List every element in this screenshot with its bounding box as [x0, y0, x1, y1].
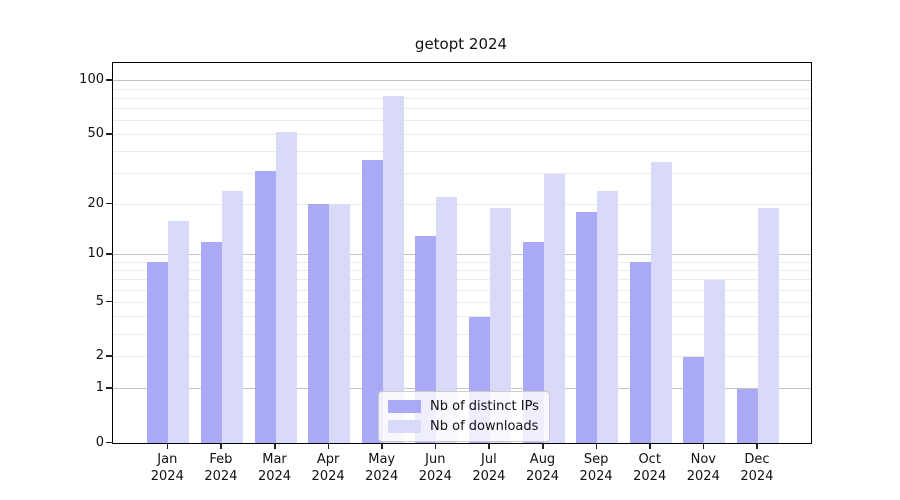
bar-downloads [543, 173, 565, 443]
x-tick-mark [220, 443, 222, 449]
x-tick-label: May 2024 [365, 452, 399, 484]
gridline-minor [113, 356, 811, 358]
bar-downloads [168, 220, 190, 443]
bar-distinct-ips [147, 262, 169, 443]
y-tick-label: 20 [87, 195, 104, 211]
x-tick-mark [595, 443, 598, 449]
gridline-minor [113, 301, 811, 303]
y-tick-mark [106, 300, 113, 303]
y-tick-mark [106, 202, 113, 205]
x-tick-label: Jan 2024 [150, 452, 184, 484]
y-tick-mark [106, 387, 113, 389]
x-tick-mark [434, 443, 437, 449]
legend-swatch-distinct-ips [388, 400, 421, 413]
gridline-minor [113, 88, 811, 90]
y-tick-mark [106, 253, 113, 255]
bar-downloads [436, 197, 458, 443]
y-tick-mark [106, 355, 113, 357]
gridline-minor [113, 203, 811, 205]
bar-downloads [489, 208, 511, 443]
x-tick-label: Jun 2024 [418, 452, 452, 484]
x-tick-label: Nov 2024 [686, 452, 720, 484]
bar-downloads [382, 96, 404, 443]
gridline-major [113, 388, 811, 390]
y-tick-label: 10 [87, 246, 104, 262]
gridline-minor [113, 270, 811, 272]
gridline-minor [113, 279, 811, 281]
y-tick-label: 1 [95, 380, 104, 396]
x-tick-mark [488, 443, 490, 449]
legend-item-downloads: Nb of downloads [388, 419, 539, 434]
bar-distinct-ips [200, 241, 222, 443]
x-tick-mark [166, 443, 169, 449]
x-tick-mark [381, 443, 383, 449]
x-tick-mark [756, 443, 758, 449]
y-tick-mark [106, 441, 113, 443]
y-tick-label: 5 [95, 293, 104, 309]
bar-distinct-ips [629, 262, 651, 443]
x-tick-label: Sep 2024 [579, 452, 613, 484]
x-tick-label: Aug 2024 [525, 452, 560, 484]
bar-distinct-ips [736, 388, 758, 443]
gridline-minor [113, 289, 811, 291]
plot-area: Nb of distinct IPs Nb of downloads [112, 62, 812, 444]
gridline-minor [113, 333, 811, 335]
gridline-minor [113, 108, 811, 110]
x-tick-label: Dec 2024 [740, 452, 774, 484]
bar-downloads [757, 208, 779, 443]
bar-downloads [704, 279, 726, 443]
x-tick-label: Mar 2024 [257, 452, 292, 484]
chart-title: getopt 2024 [414, 35, 508, 53]
bar-downloads [221, 190, 243, 443]
gridline-minor [113, 173, 811, 175]
x-tick-label: Feb 2024 [204, 452, 238, 484]
legend-label-distinct-ips: Nb of distinct IPs [430, 399, 539, 414]
bar-distinct-ips [361, 159, 383, 443]
y-tick-label: 50 [87, 126, 104, 142]
x-tick-mark [702, 443, 705, 449]
legend-item-distinct-ips: Nb of distinct IPs [388, 399, 539, 414]
gridline-minor [113, 97, 811, 99]
x-tick-mark [542, 443, 544, 449]
bar-downloads [650, 161, 672, 443]
gridline-minor [113, 120, 811, 122]
gridline-minor [113, 261, 811, 263]
legend-swatch-downloads [388, 420, 421, 433]
gridline-major [113, 80, 811, 82]
y-tick-mark [106, 133, 113, 135]
bar-distinct-ips [683, 356, 705, 443]
bar-distinct-ips [308, 204, 330, 443]
x-tick-label: Oct 2024 [633, 452, 667, 484]
y-tick-label: 100 [79, 72, 104, 88]
bar-downloads [275, 131, 297, 443]
x-tick-label: Apr 2024 [311, 452, 345, 484]
legend-label-downloads: Nb of downloads [430, 419, 539, 434]
x-tick-mark [327, 443, 330, 449]
gridline-minor [113, 316, 811, 318]
gridline-minor [113, 134, 811, 136]
legend: Nb of distinct IPs Nb of downloads [378, 391, 550, 442]
x-tick-mark [649, 443, 651, 449]
bar-downloads [329, 204, 351, 443]
x-tick-mark [274, 443, 276, 449]
bar-distinct-ips [576, 212, 598, 443]
bar-distinct-ips [254, 171, 276, 443]
y-tick-label: 2 [95, 348, 104, 364]
y-tick-mark [106, 79, 113, 81]
y-tick-label: 0 [95, 434, 104, 450]
x-tick-label: Jul 2024 [472, 452, 506, 484]
gridline-minor [113, 151, 811, 153]
gridline-major [113, 254, 811, 256]
bar-downloads [597, 190, 619, 443]
